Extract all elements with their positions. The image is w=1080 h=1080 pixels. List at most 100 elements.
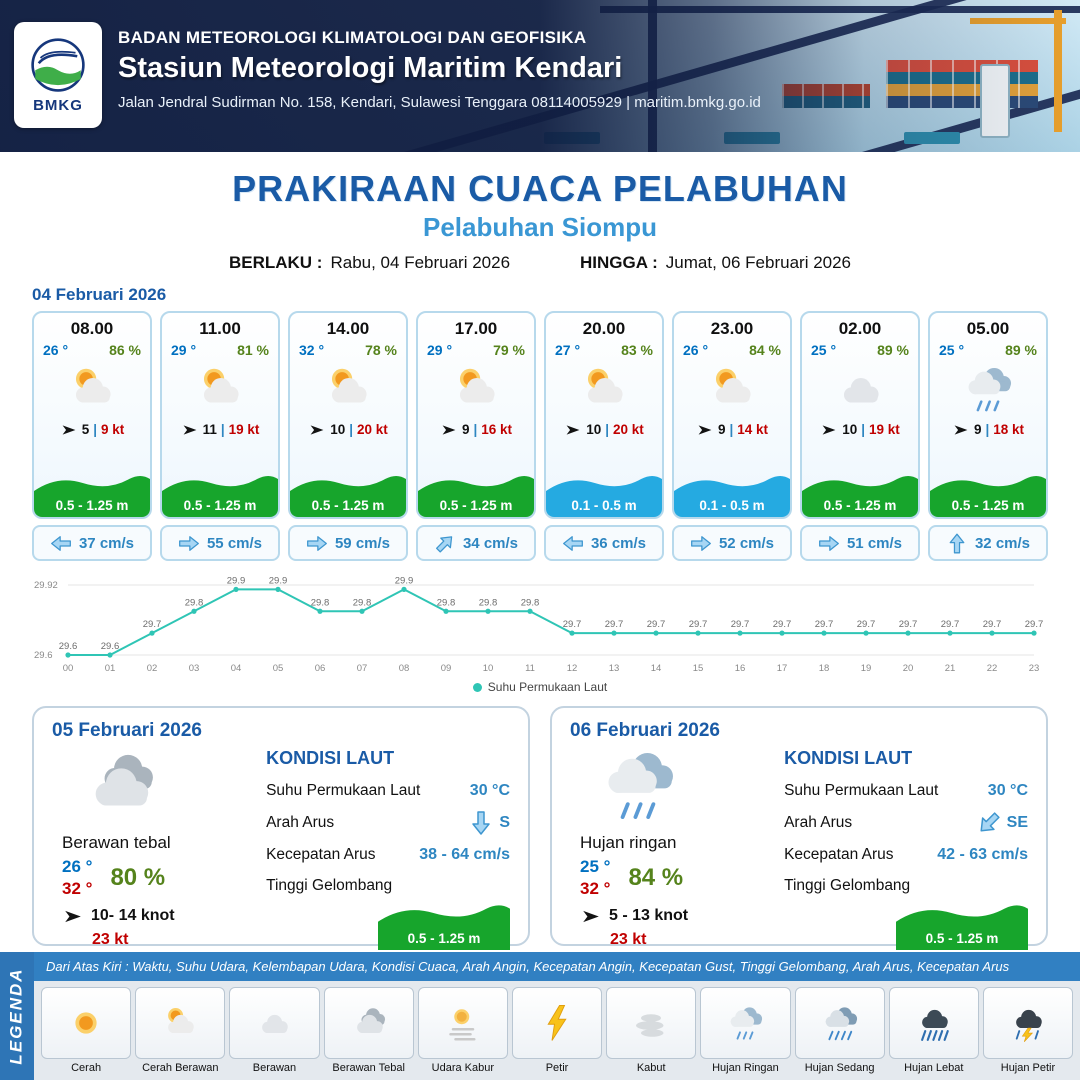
current-box: 52 cm/s	[672, 525, 792, 561]
valid-from-label: BERLAKU :	[228, 253, 323, 272]
hujan-sedang-icon	[818, 1003, 862, 1043]
svg-text:29.7: 29.7	[983, 619, 1002, 630]
wind-speed: 5	[81, 422, 90, 437]
temp-max: 32 °	[62, 879, 93, 898]
air-temp: 27 °	[555, 342, 581, 358]
legend-item: Berawan Tebal	[323, 987, 414, 1074]
wave-height-band: 0.5 - 1.25 m	[162, 471, 278, 517]
svg-text:00: 00	[63, 663, 74, 674]
forecast-time: 08.00	[70, 319, 114, 338]
weather-icon	[546, 358, 662, 420]
current-direction-icon	[307, 535, 327, 551]
legend-item: Udara Kabur	[417, 987, 508, 1074]
wave-height-band: 0.5 - 1.25 m	[290, 471, 406, 517]
station-address: Jalan Jendral Sudirman No. 158, Kendari,…	[118, 94, 761, 111]
day-weather-summary: Berawan tebal 26 ° 32 ° 80 % 10- 14 knot…	[52, 744, 258, 950]
current-direction-icon	[472, 811, 491, 835]
wave-height-band: 0.1 - 0.5 m	[546, 471, 662, 517]
air-temp: 29 °	[427, 342, 453, 358]
svg-text:29.7: 29.7	[857, 619, 876, 630]
weather-icon	[162, 358, 278, 420]
wave-height-band: 0.5 - 1.25 m	[802, 471, 918, 517]
legend-item: Hujan Ringan	[700, 987, 791, 1074]
chart-legend: Suhu Permukaan Laut	[32, 680, 1048, 694]
wave-height: 0.5 - 1.25 m	[925, 931, 999, 946]
legend-item: Hujan Sedang	[794, 987, 885, 1074]
wind-range: 5 - 13 knot	[609, 907, 689, 924]
wave-label: Tinggi Gelombang	[784, 877, 911, 894]
svg-text:29.7: 29.7	[815, 619, 834, 630]
berawan-tebal-icon	[347, 1003, 391, 1043]
legend-section: LEGENDA Dari Atas Kiri : Waktu, Suhu Uda…	[0, 952, 1080, 1080]
wind-gust: 23 kt	[92, 931, 129, 948]
svg-text:04: 04	[231, 663, 242, 674]
svg-text:29.7: 29.7	[689, 619, 708, 630]
svg-text:29.7: 29.7	[563, 619, 582, 630]
port-name: Pelabuhan Siompu	[422, 212, 658, 242]
weather-icon	[930, 358, 1046, 420]
wind-row: 9 | 14 kt	[674, 422, 790, 437]
wind-gust: 20 kt	[613, 422, 644, 437]
wind-speed: 11	[202, 422, 217, 437]
current-box: 55 cm/s	[160, 525, 280, 561]
svg-text:12: 12	[567, 663, 578, 674]
svg-text:18: 18	[819, 663, 830, 674]
cerah-berawan-icon	[158, 1003, 202, 1043]
svg-text:06: 06	[315, 663, 326, 674]
condition-text: Hujan ringan	[580, 833, 677, 852]
svg-text:29.7: 29.7	[143, 619, 162, 630]
current-speed: 51 cm/s	[846, 534, 903, 552]
petir-icon	[535, 1003, 579, 1043]
temp-max: 32 °	[580, 879, 611, 898]
sea-conditions: KONDISI LAUT Suhu Permukaan Laut 30 °C Ar…	[776, 744, 1028, 950]
wave-height-band: 0.5 - 1.25 m	[34, 471, 150, 517]
svg-text:07: 07	[357, 663, 368, 674]
weather-icon	[590, 744, 686, 826]
wave-height-band: 0.5 - 1.25 m	[930, 471, 1046, 517]
air-temp: 29 °	[171, 342, 197, 358]
berawan-icon	[252, 1003, 296, 1043]
forecast-column: 23.00 26 ° 84 % 9 | 14 kt 0.1 - 0.5 m 52 …	[672, 311, 792, 561]
forecast-date: 04 Februari 2026	[32, 285, 167, 304]
wind-direction-icon	[583, 910, 599, 922]
current-speed-value: 42 - 63 cm/s	[937, 846, 1028, 863]
day-date: 05 Februari 2026	[52, 720, 202, 741]
forecast-column: 08.00 26 ° 86 % 5 | 9 kt 0.5 - 1.25 m 37 …	[32, 311, 152, 561]
current-speed: 34 cm/s	[462, 534, 519, 552]
wind-row: 10- 14 knot	[62, 907, 258, 925]
separator: |	[861, 422, 866, 437]
weather-icon	[674, 358, 790, 420]
svg-text:17: 17	[777, 663, 788, 674]
svg-text:02: 02	[147, 663, 158, 674]
legend-caption: Dari Atas Kiri : Waktu, Suhu Udara, Kele…	[34, 952, 1080, 981]
forecast-card: 05.00 25 ° 89 % 9 | 18 kt 0.5 - 1.25 m	[928, 311, 1048, 519]
svg-text:29.6: 29.6	[34, 650, 53, 661]
wind-row: 10 | 20 kt	[546, 422, 662, 437]
sea-conditions: KONDISI LAUT Suhu Permukaan Laut 30 °C Ar…	[258, 744, 510, 950]
current-direction-icon	[949, 533, 965, 553]
wave-height: 0.5 - 1.25 m	[823, 498, 897, 513]
wave-height: 0.1 - 0.5 m	[571, 498, 637, 513]
wind-gust: 9 kt	[101, 422, 125, 437]
forecast-time: 02.00	[838, 319, 882, 338]
humidity: 89 %	[1005, 342, 1037, 358]
separator: |	[220, 422, 225, 437]
forecast-time: 05.00	[966, 319, 1010, 338]
svg-text:29.8: 29.8	[479, 597, 498, 608]
weather-icon	[34, 358, 150, 420]
svg-text:29.9: 29.9	[269, 575, 288, 586]
hujan-ringan-icon	[723, 1003, 767, 1043]
current-dir-label: Arah Arus	[784, 814, 853, 831]
forecast-column: 20.00 27 ° 83 % 10 | 20 kt 0.1 - 0.5 m 36…	[544, 311, 664, 561]
wave-height: 0.5 - 1.25 m	[407, 931, 481, 946]
wave-height-band: 0.5 - 1.25 m	[418, 471, 534, 517]
humidity: 83 %	[621, 342, 653, 358]
sst-label: Suhu Permukaan Laut	[784, 782, 939, 799]
wind-direction-icon	[822, 424, 836, 435]
current-speed: 37 cm/s	[78, 534, 135, 552]
legend-series-name: Suhu Permukaan Laut	[487, 680, 608, 694]
wind-direction-icon	[183, 424, 196, 435]
weather-icon	[290, 358, 406, 420]
current-speed-value: 38 - 64 cm/s	[419, 846, 510, 863]
separator: |	[93, 422, 98, 437]
